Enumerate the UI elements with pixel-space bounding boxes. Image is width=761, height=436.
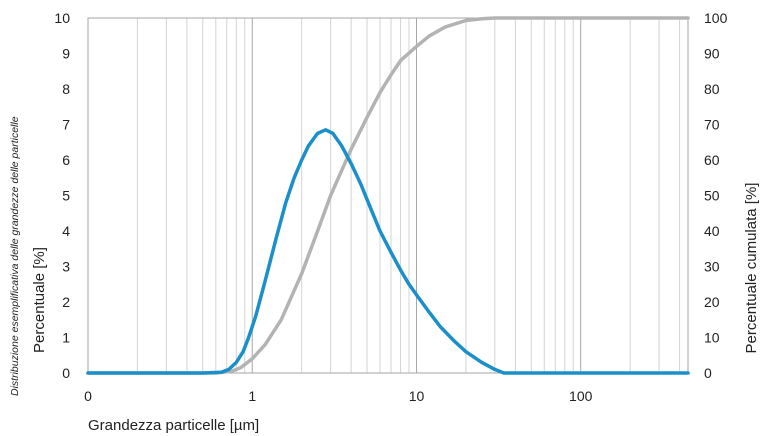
plot-border [87,17,689,374]
y-right-tick-label: 80 [704,81,720,97]
plot-frame [87,17,689,374]
x-tick-label: 1 [248,388,256,404]
y-left-tick-label: 10 [54,10,70,26]
y-left-tick-label: 2 [62,294,70,310]
y-axis-left-label: Percentuale [%] [31,247,48,353]
x-tick-label: 100 [569,388,593,404]
y-right-tick-label: 100 [704,10,728,26]
y-right-tick-label: 50 [704,188,720,204]
x-axis-label: Grandezza particelle [µm] [88,417,259,434]
y-left-tick-label: 1 [62,330,70,346]
y-left-tick-label: 0 [62,365,70,381]
cumulative-percentage-line [86,16,690,375]
y-right-tick-label: 90 [704,46,720,62]
y-right-tick-label: 0 [704,365,712,381]
y-right-tick-label: 30 [704,259,720,275]
x-tick-label: 10 [409,388,425,404]
left-y-tick-labels: 0 1 2 3 4 5 6 7 8 9 10 [54,10,70,381]
y-left-tick-label: 6 [62,152,70,168]
series-layer [86,16,690,375]
y-right-tick-label: 60 [704,152,720,168]
y-left-tick-label: 9 [62,46,70,62]
y-left-tick-label: 4 [62,223,70,239]
right-y-tick-labels: 0 10 20 30 40 50 60 70 80 90 100 [704,10,728,381]
side-note-text: Distribuzione esemplificativa delle gran… [9,116,21,396]
y-right-tick-label: 40 [704,223,720,239]
percentage-distribution-line [86,128,690,375]
y-left-tick-label: 3 [62,259,70,275]
x-tick-label: 0 [84,388,92,404]
y-axis-right-label: Percentuale cumulata [%] [743,183,760,354]
vertical-grid [136,18,681,373]
x-tick-labels: 0 1 10 100 [84,388,593,404]
y-right-tick-label: 70 [704,117,720,133]
y-left-tick-label: 5 [62,188,70,204]
y-left-tick-label: 8 [62,81,70,97]
y-left-tick-label: 7 [62,117,70,133]
y-right-tick-label: 10 [704,330,720,346]
y-right-tick-label: 20 [704,294,720,310]
